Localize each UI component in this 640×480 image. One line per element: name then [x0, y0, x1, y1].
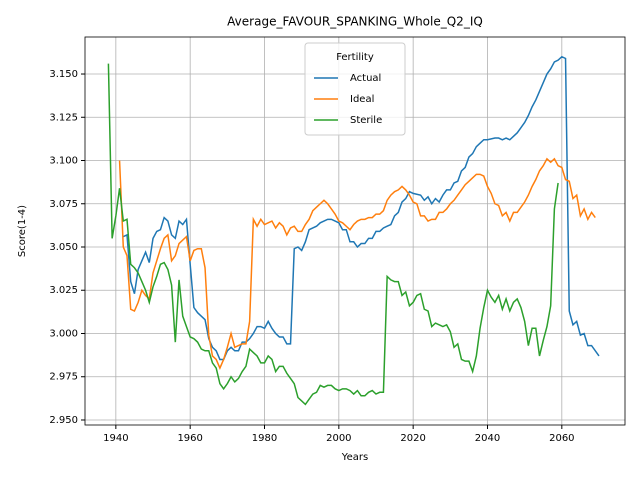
y-tick-label: 3.075	[49, 199, 78, 210]
x-tick-label: 1960	[177, 433, 202, 444]
plot-frame	[84, 36, 626, 426]
series-line	[118, 157, 596, 370]
y-axis-label: Score(1-4)	[17, 205, 28, 257]
x-tick-label: 2040	[475, 433, 500, 444]
y-tick-label: 3.125	[49, 112, 78, 123]
y-tick-label: 2.975	[49, 372, 78, 383]
y-tick-label: 3.000	[49, 328, 78, 339]
x-tick-label: 2020	[400, 433, 425, 444]
x-tick-label: 2060	[549, 433, 574, 444]
series-line	[122, 55, 600, 361]
series-line	[107, 63, 559, 406]
legend-label: Actual	[350, 73, 381, 84]
legend-label: Ideal	[350, 94, 374, 105]
x-axis-label: Years	[341, 452, 368, 463]
y-tick-label: 2.950	[49, 415, 78, 426]
legend-box	[304, 42, 406, 136]
chart-title: Average_FAVOUR_SPANKING_Whole_Q2_IQ	[227, 15, 483, 29]
x-tick-label: 1980	[252, 433, 277, 444]
legend-title: Fertility	[336, 52, 374, 63]
y-tick-label: 3.025	[49, 285, 78, 296]
legend-label: Sterile	[350, 115, 382, 126]
y-tick-label: 3.050	[49, 242, 78, 253]
y-tick-label: 3.150	[49, 69, 78, 80]
x-tick-label: 1940	[103, 433, 128, 444]
x-tick-label: 2000	[326, 433, 351, 444]
y-tick-label: 3.100	[49, 156, 78, 167]
